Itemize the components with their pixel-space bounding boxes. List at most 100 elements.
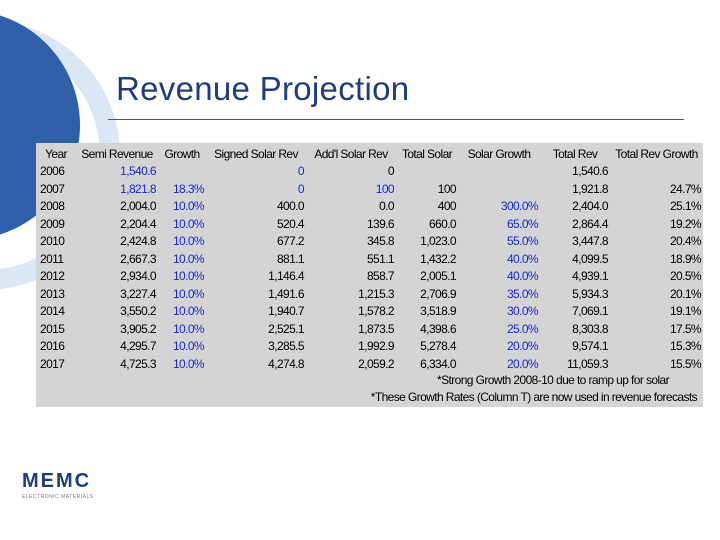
table-cell: 25.0% <box>506 321 539 336</box>
table-cell: 3,905.2 <box>120 321 156 336</box>
table-cell: 2,204.4 <box>120 216 156 231</box>
slide-title: Revenue Projection <box>116 70 410 107</box>
table-row: 2012 2,934.0 10.0% 1,146.4 858.7 2,005.1 40.0%… <box>36 268 703 286</box>
table-cell: 0 <box>297 164 305 179</box>
table-cell: 100 <box>437 181 457 196</box>
table-cell: 15.3% <box>669 339 702 354</box>
table-cell: 2,004.0 <box>120 199 156 214</box>
table-row: 2011 2,667.3 10.0% 881.1 551.1 1,432.2 40.0% 4,… <box>36 250 703 268</box>
logo-tagline: ELECTRONIC MATERIALS <box>22 494 94 500</box>
table-cell: 4,099.5 <box>572 251 608 266</box>
revenue-table: Year Semi Revenue Growth Signed Solar Re… <box>36 145 703 373</box>
table-cell: 1,491.6 <box>268 286 304 301</box>
table-cell: 3,227.4 <box>120 286 156 301</box>
table-cell: 19.2% <box>669 216 702 231</box>
table-row: 2014 3,550.2 10.0% 1,940.7 1,578.2 3,518.9 30.… <box>36 303 703 321</box>
table-cell: 10.0% <box>172 251 205 266</box>
table-cell: 20.0% <box>506 339 539 354</box>
table-cell: 4,295.7 <box>120 339 156 354</box>
table-cell: 300.0% <box>500 199 539 214</box>
table-cell: 2,525.1 <box>268 321 304 336</box>
table-row: 2010 2,424.8 10.0% 677.2 345.8 1,023.0 55.0% 3,… <box>36 233 703 251</box>
table-cell: 2014 <box>40 304 65 319</box>
table-cell: 17.5% <box>669 321 702 336</box>
footnote-strong-growth: *Strong Growth 2008-10 due to ramp up fo… <box>437 373 670 387</box>
table-cell: 2011 <box>40 251 64 266</box>
table-cell: 30.0% <box>506 304 539 319</box>
table-cell: 0.0 <box>379 199 394 214</box>
title-divider <box>108 119 684 120</box>
column-header: Solar Growth <box>467 146 531 161</box>
table-cell: 2007 <box>40 181 65 196</box>
table-cell: 10.0% <box>172 356 205 371</box>
table-cell: 15.5% <box>669 356 702 371</box>
table-cell: 1,921.8 <box>572 181 608 196</box>
logo-wordmark: MEMC <box>22 470 92 492</box>
table-cell <box>458 163 540 181</box>
table-cell: 2010 <box>40 234 65 249</box>
table-cell: 2,059.2 <box>358 356 394 371</box>
table-cell: 400 <box>437 199 457 214</box>
table-cell: 3,447.8 <box>572 234 608 249</box>
table-cell: 2,864.4 <box>572 216 608 231</box>
table-row: 2008 2,004.0 10.0% 400.0 0.0 400 300.0% 2,404.0… <box>36 198 703 216</box>
table-cell: 677.2 <box>276 234 305 249</box>
table-row: 2016 4,295.7 10.0% 3,285.5 1,992.9 5,278.4 20.… <box>36 338 703 356</box>
table-cell: 1,940.7 <box>268 304 304 319</box>
table-cell: 40.0% <box>506 251 539 266</box>
table-cell: 139.6 <box>366 216 395 231</box>
table-cell <box>458 180 540 198</box>
table-cell: 5,934.3 <box>572 286 608 301</box>
table-cell: 2009 <box>40 216 65 231</box>
table-cell: 2,424.8 <box>120 234 156 249</box>
table-cell: 9,574.1 <box>572 339 608 354</box>
table-cell: 2,404.0 <box>572 199 608 214</box>
table-cell <box>158 163 206 181</box>
table-cell: 660.0 <box>428 216 457 231</box>
table-row: 2006 1,540.6 0 0 1,540.6 <box>36 163 703 181</box>
table-cell: 55.0% <box>506 234 539 249</box>
table-cell: 2017 <box>40 356 65 371</box>
table-cell: 1,215.3 <box>358 286 394 301</box>
table-cell: 20.0% <box>506 356 539 371</box>
table-cell: 20.4% <box>669 234 702 249</box>
column-header: Year <box>45 146 67 161</box>
table-cell: 1,023.0 <box>420 234 456 249</box>
table-cell: 65.0% <box>506 216 539 231</box>
table-cell: 2012 <box>40 269 65 284</box>
table-cell: 2006 <box>40 164 65 179</box>
column-header: Add'l Solar Rev <box>314 146 388 161</box>
table-cell: 0 <box>387 164 395 179</box>
table-cell: 10.0% <box>172 286 205 301</box>
table-cell: 10.0% <box>172 339 205 354</box>
table-cell: 10.0% <box>172 216 205 231</box>
table-cell: 7,069.1 <box>572 304 608 319</box>
table-cell: 19.1% <box>669 304 702 319</box>
column-header: Semi Revenue <box>81 146 153 161</box>
table-cell: 25.1% <box>669 199 702 214</box>
table-cell: 400.0 <box>276 199 305 214</box>
column-header: Signed Solar Rev <box>214 146 298 161</box>
table-cell: 4,725.3 <box>120 356 156 371</box>
table-row: 2007 1,821.8 18.3% 0 100 100 1,921.8 24.7% <box>36 180 703 198</box>
table-row: 2013 3,227.4 10.0% 1,491.6 1,215.3 2,706.9 35.… <box>36 285 703 303</box>
table-cell: 18.3% <box>172 181 205 196</box>
table-cell: 1,432.2 <box>420 251 456 266</box>
table-cell: 10.0% <box>172 234 205 249</box>
table-cell: 1,540.6 <box>120 164 156 179</box>
table-cell: 1,821.8 <box>120 181 156 196</box>
table-cell: 1,540.6 <box>572 164 608 179</box>
table-cell: 4,398.6 <box>420 321 456 336</box>
table-cell: 345.8 <box>366 234 395 249</box>
spreadsheet-image: Year Semi Revenue Growth Signed Solar Re… <box>36 143 703 407</box>
table-cell: 100 <box>375 181 395 196</box>
column-header: Total Solar <box>401 146 453 161</box>
table-cell: 2013 <box>40 286 65 301</box>
table-cell: 4,274.8 <box>268 356 304 371</box>
table-cell: 3,550.2 <box>120 304 156 319</box>
table-cell: 2,667.3 <box>120 251 156 266</box>
table-cell: 1,146.4 <box>268 269 304 284</box>
table-cell: 40.0% <box>506 269 539 284</box>
table-cell: 10.0% <box>172 304 205 319</box>
table-row: 2015 3,905.2 10.0% 2,525.1 1,873.5 4,398.6 25.… <box>36 320 703 338</box>
